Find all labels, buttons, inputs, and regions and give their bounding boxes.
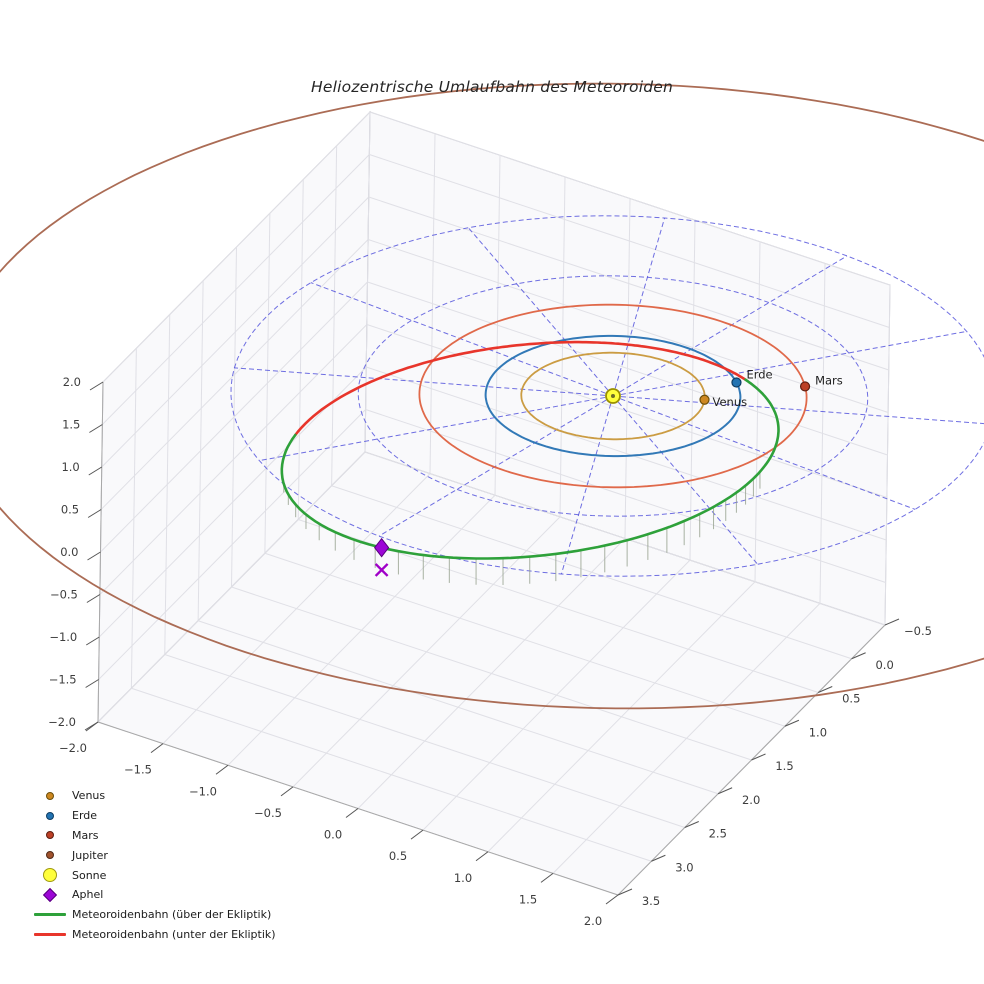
x-tick-label: 0.5	[842, 692, 860, 706]
erde-label: Erde	[746, 367, 772, 381]
z-tick-label: 1.5	[62, 418, 80, 432]
legend: Venus Erde Mars Jupiter Sonne Aphel Meteoroide…	[28, 786, 276, 944]
z-tick-label: −0.5	[50, 588, 78, 602]
legend-dot-icon	[46, 851, 54, 860]
legend-item: Erde	[28, 806, 276, 826]
venus-label: Venus	[713, 395, 748, 409]
legend-dot-icon	[46, 791, 54, 800]
z-tick-label: −2.0	[48, 715, 76, 729]
x-tick-label: 1.0	[809, 725, 827, 739]
venus-orbit	[520, 351, 706, 441]
legend-dot-icon	[46, 811, 54, 820]
y-tick-label: 1.5	[519, 892, 537, 906]
y-tick-label: −2.0	[59, 741, 87, 755]
meteoroid-above-ecliptic	[280, 378, 780, 560]
legend-label: Jupiter	[72, 848, 108, 862]
x-tick-label: 0.0	[875, 658, 893, 672]
y-tick-label: −0.5	[254, 806, 282, 820]
erde-orbit	[484, 334, 742, 458]
z-tick-label: 0.0	[60, 545, 78, 559]
legend-label: Mars	[72, 828, 99, 842]
legend-line-icon	[34, 932, 66, 936]
legend-label: Meteoroidenbahn (über der Ekliptik)	[72, 908, 272, 922]
aphel-projection-x-icon	[374, 563, 389, 577]
y-tick-label: 0.0	[324, 828, 342, 842]
planet-orbits	[0, 82, 984, 710]
ecliptic-spoke	[612, 395, 984, 425]
mars-dot	[799, 381, 811, 392]
legend-label: Sonne	[72, 868, 107, 882]
x-tick-label: 2.0	[742, 793, 760, 807]
legend-line-icon	[34, 913, 66, 917]
legend-dot-icon	[46, 831, 54, 840]
mars-label: Mars	[815, 373, 843, 387]
venus-dot	[699, 394, 710, 405]
axis-ticks: −2.0 −1.5 −1.0 −0.5 0.0 0.5 1.0 1.5 2.0 −0.5 0.0 0.…	[48, 375, 932, 928]
axes-panes	[97, 110, 891, 896]
y-tick-label: 2.0	[584, 914, 602, 928]
ecliptic-spoke	[612, 395, 916, 510]
legend-item: Aphel	[28, 885, 276, 905]
meteoroid-below-ecliptic	[293, 340, 747, 437]
z-tick-label: 2.0	[63, 375, 81, 389]
z-tick-label: −1.5	[49, 673, 77, 687]
x-tick-label: 3.0	[675, 860, 693, 874]
aphelion-marker	[373, 537, 390, 577]
ecliptic-spoke	[234, 367, 614, 397]
ecliptic-spoke	[560, 395, 614, 575]
ecliptic-spoke	[467, 227, 614, 397]
legend-label: Erde	[72, 809, 98, 823]
y-tick-label: 0.5	[389, 849, 407, 863]
z-tick-label: −1.0	[49, 630, 77, 644]
ecliptic-grid	[230, 215, 984, 577]
ecliptic-spoke	[310, 282, 614, 397]
planet-markers: Venus Erde Mars	[699, 367, 843, 409]
ecliptic-spoke	[612, 217, 666, 397]
z-tick-label: 1.0	[61, 460, 79, 474]
erde-dot	[731, 377, 742, 388]
meteoroid-orbit	[280, 340, 780, 560]
y-tick-label: −1.5	[124, 763, 152, 777]
x-tick-label: 3.5	[642, 894, 660, 908]
legend-item: Meteoroidenbahn (über der Ekliptik)	[28, 905, 276, 925]
z-tick-label: 0.5	[61, 503, 79, 517]
legend-item: Jupiter	[28, 845, 276, 865]
legend-item: Meteoroidenbahn (unter der Ekliptik)	[28, 925, 276, 945]
x-tick-label: 2.5	[709, 827, 727, 841]
legend-item: Sonne	[28, 865, 276, 885]
legend-diamond-icon	[42, 887, 58, 902]
y-tick-label: 1.0	[454, 871, 472, 885]
sun-marker	[605, 388, 621, 404]
plot-title: Heliozentrische Umlaufbahn des Meteoroid…	[310, 78, 673, 96]
legend-dot-icon	[43, 868, 57, 883]
legend-item: Venus	[28, 786, 276, 806]
ecliptic-spoke	[612, 330, 967, 397]
legend-label: Meteoroidenbahn (unter der Ekliptik)	[72, 927, 276, 941]
y-tick-label: −1.0	[189, 784, 217, 798]
ecliptic-spoke	[378, 395, 614, 537]
ecliptic-spoke	[612, 395, 759, 565]
ecliptic-spoke	[612, 255, 848, 397]
aphel-diamond-icon	[373, 537, 390, 558]
legend-label: Venus	[72, 789, 106, 803]
x-tick-label: 1.5	[775, 759, 793, 773]
ecliptic-spoke	[259, 395, 614, 462]
mars-orbit	[418, 303, 808, 489]
x-tick-label: −0.5	[904, 624, 932, 638]
jupiter-orbit	[0, 82, 984, 710]
legend-item: Mars	[28, 826, 276, 846]
legend-label: Aphel	[72, 888, 104, 902]
